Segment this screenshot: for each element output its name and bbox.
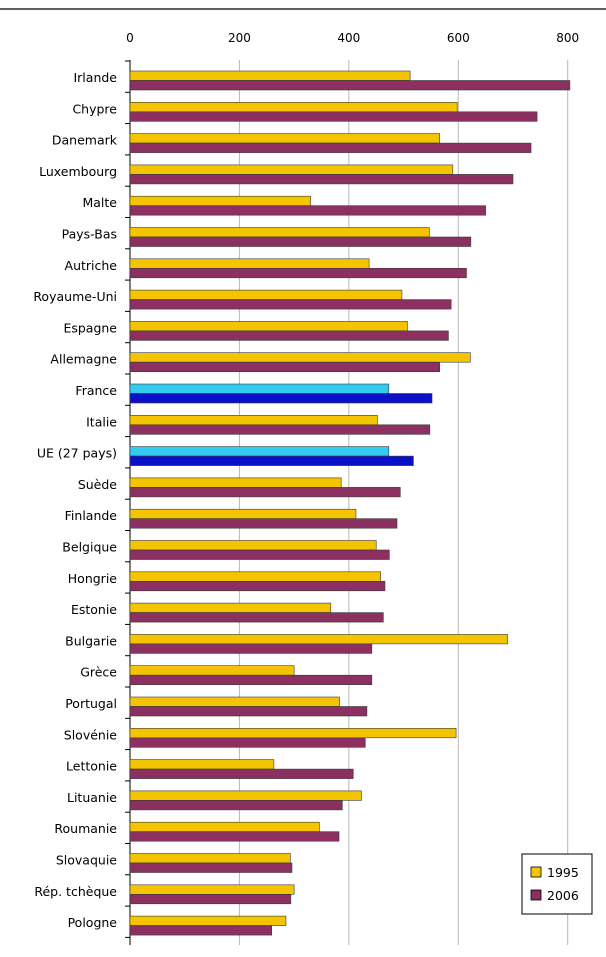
category-label: Chypre bbox=[72, 101, 117, 116]
category-label: Roumanie bbox=[54, 821, 117, 836]
bar-2006 bbox=[129, 424, 431, 435]
bar-1995 bbox=[129, 790, 362, 801]
category-label: Rép. tchèque bbox=[34, 884, 117, 899]
category-label: Finlande bbox=[65, 508, 118, 523]
legend-swatch-1995 bbox=[530, 866, 542, 878]
bar-1995 bbox=[129, 321, 408, 332]
category-label: Lettonie bbox=[66, 759, 117, 774]
bar-1995 bbox=[129, 289, 403, 300]
bar-1995 bbox=[129, 383, 390, 394]
bar-2006 bbox=[129, 361, 440, 373]
bar-1995 bbox=[129, 414, 378, 426]
bar-1995 bbox=[129, 821, 320, 833]
bar-2006 bbox=[129, 80, 571, 91]
category-label: Slovaquie bbox=[56, 853, 117, 868]
category-label: Autriche bbox=[65, 258, 118, 273]
x-tick-label: 200 bbox=[228, 31, 251, 45]
category-label: Danemark bbox=[52, 133, 118, 148]
legend-swatch-2006 bbox=[530, 889, 542, 901]
category-label: Suède bbox=[78, 477, 117, 492]
category-label: Malte bbox=[82, 195, 117, 210]
bar-1995 bbox=[129, 258, 370, 269]
bar-2006 bbox=[129, 174, 514, 185]
bar-2006 bbox=[129, 518, 398, 529]
bar-1995 bbox=[129, 602, 332, 613]
bar-1995 bbox=[129, 227, 430, 238]
bar-1995 bbox=[129, 853, 291, 864]
bar-2006 bbox=[129, 487, 401, 498]
x-tick-label: 0 bbox=[126, 31, 134, 45]
bar-2006 bbox=[129, 111, 538, 122]
bar-2006 bbox=[129, 236, 472, 247]
bar-2006 bbox=[129, 267, 467, 279]
category-label: Allemagne bbox=[50, 352, 117, 367]
legend-box bbox=[521, 853, 593, 915]
bar-1995 bbox=[129, 508, 357, 520]
legend-label-1995: 1995 bbox=[547, 865, 579, 880]
bar-2006 bbox=[129, 612, 384, 623]
category-label: Bulgarie bbox=[65, 633, 117, 648]
bar-1995 bbox=[129, 540, 377, 551]
bar-1995 bbox=[129, 571, 381, 582]
bar-2006 bbox=[129, 549, 390, 560]
bar-2006 bbox=[129, 205, 486, 216]
bar-2006 bbox=[129, 580, 386, 592]
category-label: Pologne bbox=[68, 915, 118, 930]
category-label: UE (27 pays) bbox=[37, 446, 117, 461]
bar-2006 bbox=[129, 893, 292, 905]
bar-1995 bbox=[129, 133, 440, 144]
bar-1995 bbox=[129, 164, 454, 175]
category-label: Slovénie bbox=[64, 727, 118, 742]
bar-1995 bbox=[129, 665, 295, 676]
category-label: Pays-Bas bbox=[62, 227, 117, 242]
bar-2006 bbox=[129, 142, 532, 153]
category-label: Lituanie bbox=[67, 790, 117, 805]
category-label: Belgique bbox=[62, 540, 117, 555]
bar-1995 bbox=[129, 195, 311, 206]
category-label: Portugal bbox=[65, 696, 117, 711]
category-label: Espagne bbox=[63, 320, 117, 335]
bar-2006 bbox=[129, 393, 433, 404]
category-label: Italie bbox=[86, 414, 117, 429]
category-label: Hongrie bbox=[68, 571, 118, 586]
bar-2006 bbox=[129, 862, 293, 873]
category-label: Royaume-Uni bbox=[33, 289, 117, 304]
bar-1995 bbox=[129, 102, 458, 113]
bar-2006 bbox=[129, 330, 449, 341]
bar-1995 bbox=[129, 884, 295, 895]
bar-1995 bbox=[129, 352, 471, 363]
bar-2006 bbox=[129, 800, 343, 811]
x-tick-label: 400 bbox=[337, 31, 360, 45]
bar-1995 bbox=[129, 70, 411, 81]
bar-2006 bbox=[129, 643, 373, 654]
x-tick-label: 800 bbox=[556, 31, 579, 45]
bar-2006 bbox=[129, 737, 366, 748]
bar-1995 bbox=[129, 759, 275, 770]
bar-1995 bbox=[129, 727, 457, 739]
bar-1995 bbox=[129, 634, 508, 645]
bar-1995 bbox=[129, 696, 340, 707]
bar-1995 bbox=[129, 477, 342, 488]
bar-2006 bbox=[129, 768, 354, 779]
legend-label-2006: 2006 bbox=[547, 888, 579, 903]
bar-1995 bbox=[129, 446, 390, 457]
category-label: Grèce bbox=[80, 665, 117, 680]
category-label: France bbox=[75, 383, 117, 398]
bar-2006 bbox=[129, 674, 373, 686]
category-label: Estonie bbox=[71, 602, 117, 617]
bar-2006 bbox=[129, 925, 273, 936]
bar-2006 bbox=[129, 455, 414, 466]
bar-2006 bbox=[129, 706, 368, 717]
category-label: Irlande bbox=[73, 70, 117, 85]
x-tick-label: 600 bbox=[447, 31, 470, 45]
category-label: Luxembourg bbox=[39, 164, 117, 179]
bar-2006 bbox=[129, 831, 340, 842]
bar-1995 bbox=[129, 915, 287, 926]
bar-2006 bbox=[129, 299, 452, 310]
